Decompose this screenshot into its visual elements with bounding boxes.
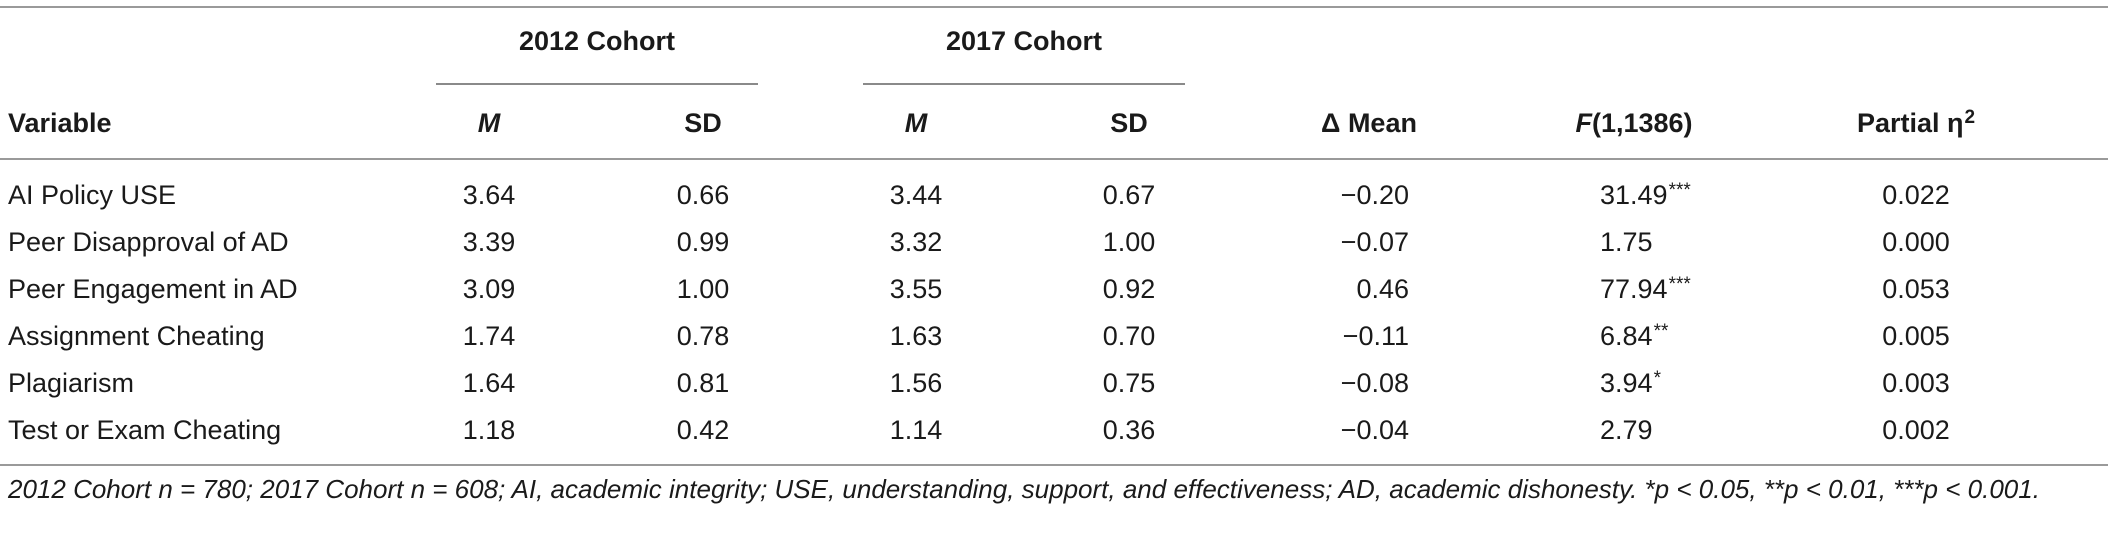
cohort-2017-underline <box>863 83 1185 85</box>
column-header-partial-eta: Partial η2 <box>1857 106 1975 144</box>
f-degrees: (1,1386) <box>1591 108 1693 138</box>
row-sd-2012: 0.99 <box>676 227 730 257</box>
table-bottom-rule <box>0 464 2108 466</box>
row-partial-eta: 0.002 <box>1882 415 1950 445</box>
row-variable: Test or Exam Cheating <box>8 415 282 445</box>
significance-marker: ** <box>1653 321 1669 342</box>
cohort-2012-header: 2012 Cohort <box>518 26 676 56</box>
row-f-value: 6.84** <box>1600 319 1668 357</box>
column-header-sd-2017: SD <box>1110 108 1148 138</box>
table-footnote: 2012 Cohort n = 780; 2017 Cohort n = 608… <box>8 474 2040 504</box>
row-partial-eta: 0.022 <box>1882 180 1950 210</box>
row-m-2012: 3.39 <box>462 227 516 257</box>
row-m-2012: 1.74 <box>462 321 516 351</box>
row-partial-eta: 0.053 <box>1882 274 1950 304</box>
partial-eta-label: Partial η <box>1856 108 1964 138</box>
column-header-m-2012: M <box>477 108 501 138</box>
row-variable: Peer Engagement in AD <box>8 274 298 304</box>
column-header-variable: Variable <box>8 108 112 138</box>
row-m-2017: 1.56 <box>889 368 943 398</box>
f-number: 31.49 <box>1600 180 1668 210</box>
row-sd-2017: 0.67 <box>1102 180 1156 210</box>
row-m-2012: 3.09 <box>462 274 516 304</box>
cohort-2017-header: 2017 Cohort <box>945 26 1103 56</box>
significance-marker: *** <box>1668 180 1691 201</box>
column-header-delta-mean: Δ Mean <box>1321 108 1417 138</box>
f-letter: F <box>1575 108 1592 138</box>
row-variable: Assignment Cheating <box>8 321 265 351</box>
row-sd-2012: 0.81 <box>676 368 730 398</box>
row-sd-2012: 1.00 <box>676 274 730 304</box>
f-number: 6.84 <box>1600 321 1653 351</box>
row-delta-mean: −0.08 <box>1340 368 1409 398</box>
significance-marker: *** <box>1668 274 1691 295</box>
significance-marker: * <box>1653 368 1661 389</box>
row-delta-mean: 0.46 <box>1356 274 1409 304</box>
f-number: 2.79 <box>1600 415 1653 445</box>
row-variable: Peer Disapproval of AD <box>8 227 289 257</box>
row-variable: AI Policy USE <box>8 180 177 210</box>
f-number: 3.94 <box>1600 368 1653 398</box>
row-sd-2017: 1.00 <box>1102 227 1156 257</box>
row-variable: Plagiarism <box>8 368 135 398</box>
row-sd-2017: 0.36 <box>1102 415 1156 445</box>
row-m-2017: 1.63 <box>889 321 943 351</box>
f-number: 77.94 <box>1600 274 1668 304</box>
f-number: 1.75 <box>1600 227 1653 257</box>
row-delta-mean: −0.04 <box>1340 415 1409 445</box>
row-m-2012: 3.64 <box>462 180 516 210</box>
column-header-f-statistic: F(1,1386) <box>1575 106 1692 140</box>
row-sd-2012: 0.78 <box>676 321 730 351</box>
row-m-2017: 3.32 <box>889 227 943 257</box>
row-f-value: 31.49*** <box>1600 178 1691 216</box>
cohort-2012-underline <box>436 83 758 85</box>
row-sd-2017: 0.75 <box>1102 368 1156 398</box>
row-m-2012: 1.64 <box>462 368 516 398</box>
row-partial-eta: 0.005 <box>1882 321 1950 351</box>
row-f-value: 1.75 <box>1600 225 1654 263</box>
row-sd-2017: 0.92 <box>1102 274 1156 304</box>
row-partial-eta: 0.003 <box>1882 368 1950 398</box>
row-partial-eta: 0.000 <box>1882 227 1950 257</box>
row-sd-2017: 0.70 <box>1102 321 1156 351</box>
partial-eta-superscript: 2 <box>1964 107 1976 128</box>
row-m-2017: 1.14 <box>889 415 943 445</box>
row-m-2017: 3.44 <box>889 180 943 210</box>
header-rule <box>0 158 2108 160</box>
row-sd-2012: 0.42 <box>676 415 730 445</box>
row-m-2017: 3.55 <box>889 274 943 304</box>
row-f-value: 2.79 <box>1600 413 1654 451</box>
row-f-value: 3.94* <box>1600 366 1661 404</box>
row-f-value: 77.94*** <box>1600 272 1691 310</box>
column-header-sd-2012: SD <box>684 108 722 138</box>
row-sd-2012: 0.66 <box>676 180 730 210</box>
table-top-rule <box>0 6 2108 8</box>
row-delta-mean: −0.20 <box>1340 180 1409 210</box>
column-header-m-2017: M <box>904 108 928 138</box>
row-m-2012: 1.18 <box>462 415 516 445</box>
row-delta-mean: −0.11 <box>1342 321 1409 351</box>
row-delta-mean: −0.07 <box>1340 227 1409 257</box>
